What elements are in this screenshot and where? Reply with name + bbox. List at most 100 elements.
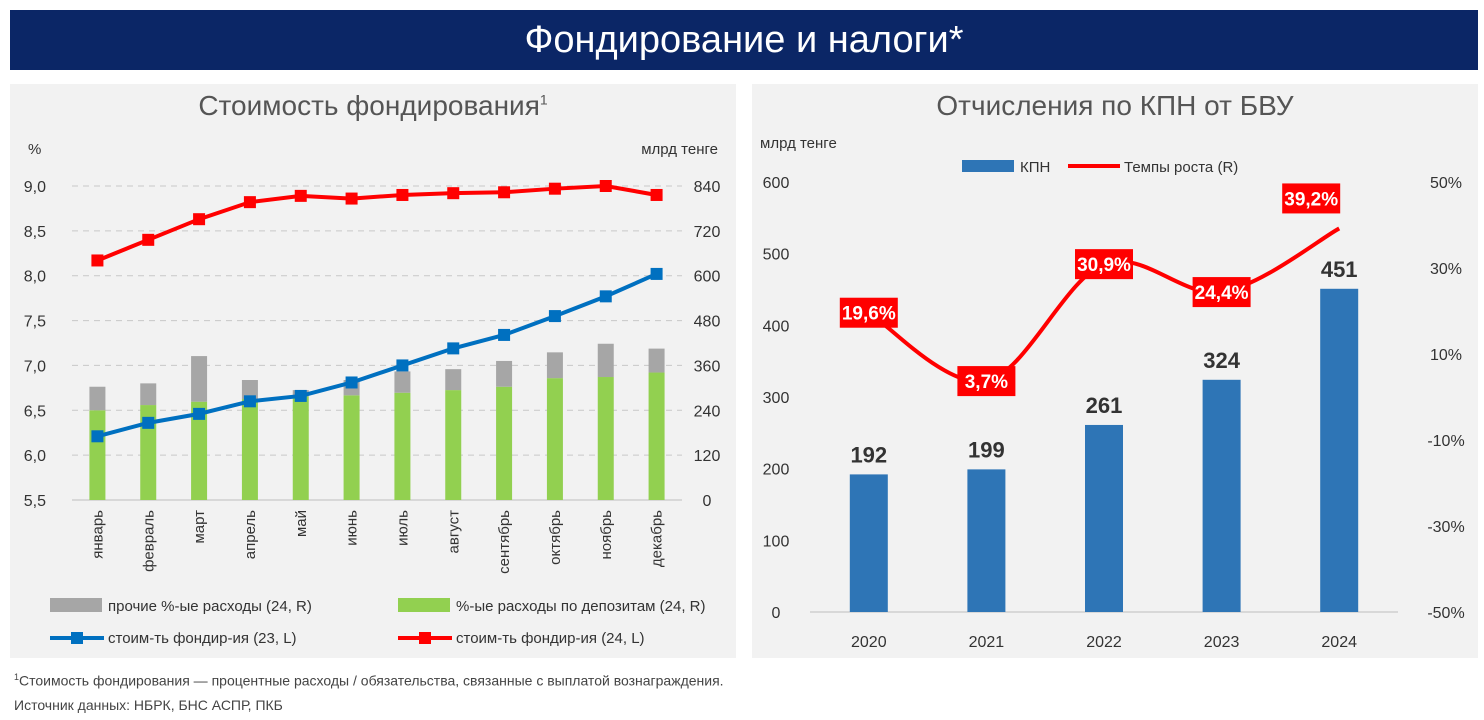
y-tick-label-right: 840 [694, 179, 721, 196]
y-tick-label: 8,5 [24, 224, 46, 241]
data-point [548, 182, 561, 195]
x-tick-label: декабрь [649, 510, 666, 567]
footnote-marker: 1 [14, 672, 20, 682]
bar-cit [849, 474, 888, 612]
legend-swatch [398, 598, 450, 612]
growth-label: 30,9% [1077, 255, 1131, 276]
bar-value-label: 324 [1203, 348, 1240, 373]
y-tick-label-right: -50% [1427, 605, 1464, 622]
x-tick-label: сентябрь [496, 510, 513, 574]
y-tick-label-right: 480 [694, 314, 721, 331]
legend-label: Темпы роста (R) [1124, 159, 1238, 176]
data-point [396, 188, 409, 201]
growth-label-box [839, 297, 898, 328]
x-tick-label: 2022 [1086, 634, 1122, 651]
y-tick-label-right: 720 [694, 224, 721, 241]
y-tick-label: 6,0 [24, 448, 46, 465]
bar-other-expenses [89, 386, 106, 411]
growth-label: 24,4% [1195, 283, 1249, 304]
data-point [599, 180, 612, 192]
bar-cit [1320, 288, 1359, 612]
x-tick-label: 2024 [1321, 634, 1357, 651]
y-tick-label-right: -10% [1427, 433, 1464, 450]
legend-swatch [50, 598, 102, 612]
y-tick-label: 300 [763, 390, 790, 407]
data-point [396, 359, 409, 372]
bar-other-expenses [496, 360, 513, 387]
bar-deposit-expenses [648, 372, 665, 500]
y-tick-label: 600 [763, 175, 790, 192]
x-tick-label: август [445, 510, 462, 554]
y-tick-label: 9,0 [24, 179, 46, 196]
bar-deposit-expenses [546, 378, 563, 500]
bar-other-expenses [597, 343, 614, 378]
bar-deposit-expenses [343, 395, 360, 500]
x-tick-label: апрель [242, 510, 259, 559]
bar-deposit-expenses [496, 386, 513, 500]
bar-other-expenses [648, 348, 665, 373]
chart-title: Стоимость фондирования1 [10, 90, 736, 122]
bar-deposit-expenses [445, 390, 462, 500]
bar-deposit-expenses [597, 377, 614, 500]
growth-label: 19,6% [842, 304, 896, 325]
y-axis-label-right: млрд тенге [641, 141, 718, 158]
bar-other-expenses [140, 383, 157, 406]
footnote-marker: 1 [539, 91, 548, 108]
y-tick-label-right: 50% [1430, 175, 1462, 192]
data-point [142, 416, 155, 429]
series-line [96, 272, 658, 439]
legend-label: %-ые расходы по депозитам (24, R) [456, 598, 706, 615]
y-tick-label: 0 [772, 605, 781, 622]
legend-label: стоим-ть фондир-ия (24, L) [456, 630, 645, 647]
bar-other-expenses [241, 380, 258, 400]
bar-value-label: 451 [1321, 257, 1358, 282]
y-tick-label-right: 600 [694, 269, 721, 286]
x-tick-label: январь [89, 510, 106, 559]
y-tick-label: 6,5 [24, 403, 46, 420]
data-point [650, 267, 663, 280]
y-tick-label-right: 30% [1430, 261, 1462, 278]
data-point [345, 192, 358, 205]
data-point [650, 188, 663, 201]
growth-label-box [1192, 277, 1251, 308]
data-point [345, 376, 358, 389]
data-point [243, 196, 256, 209]
x-tick-label: май [293, 510, 310, 537]
bar-cit [1085, 424, 1123, 612]
bar-value-label: 192 [850, 442, 887, 467]
growth-label-box [1075, 249, 1133, 280]
data-point [548, 310, 561, 323]
growth-label: 39,2% [1284, 189, 1338, 210]
data-point [294, 189, 307, 202]
data-point [447, 342, 460, 355]
y-tick-label: 100 [763, 533, 790, 550]
y-tick-label: 7,0 [24, 358, 46, 375]
y-tick-label-right: -30% [1427, 519, 1464, 536]
y-tick-label-right: 120 [694, 448, 721, 465]
legend-swatch [962, 160, 1014, 172]
x-tick-label: июль [394, 510, 411, 546]
y-tick-label: 7,5 [24, 314, 46, 331]
x-tick-label: ноябрь [598, 510, 615, 560]
legend-label: стоим-ть фондир-ия (23, L) [108, 630, 297, 647]
x-tick-label: июнь [344, 510, 361, 546]
legend-swatch-marker [419, 632, 431, 644]
bar-other-expenses [394, 371, 411, 393]
data-point [193, 407, 206, 420]
bar-deposit-expenses [89, 410, 106, 500]
chart-title: Отчисления по КПН от БВУ [936, 90, 1294, 121]
bar-value-label: 261 [1086, 393, 1123, 418]
data-point [599, 290, 612, 303]
data-point [91, 430, 104, 443]
x-tick-label: февраль [140, 510, 157, 572]
bar-deposit-expenses [191, 401, 208, 500]
y-axis-label: млрд тенге [760, 135, 837, 152]
series-line [96, 183, 657, 263]
bar-deposit-expenses [292, 396, 309, 500]
cit-chart: млрд тенге 0 100 200 300 400 500 600 -50% -30% -10… [760, 135, 1465, 651]
bar-other-expenses [445, 369, 462, 391]
y-axis-label: % [28, 141, 41, 158]
funding-cost-panel: Стоимость фондирования1 % млрд тенге 5,5 6,… [10, 84, 736, 658]
x-tick-label: 2021 [969, 634, 1005, 651]
y-tick-label: 500 [763, 247, 790, 264]
